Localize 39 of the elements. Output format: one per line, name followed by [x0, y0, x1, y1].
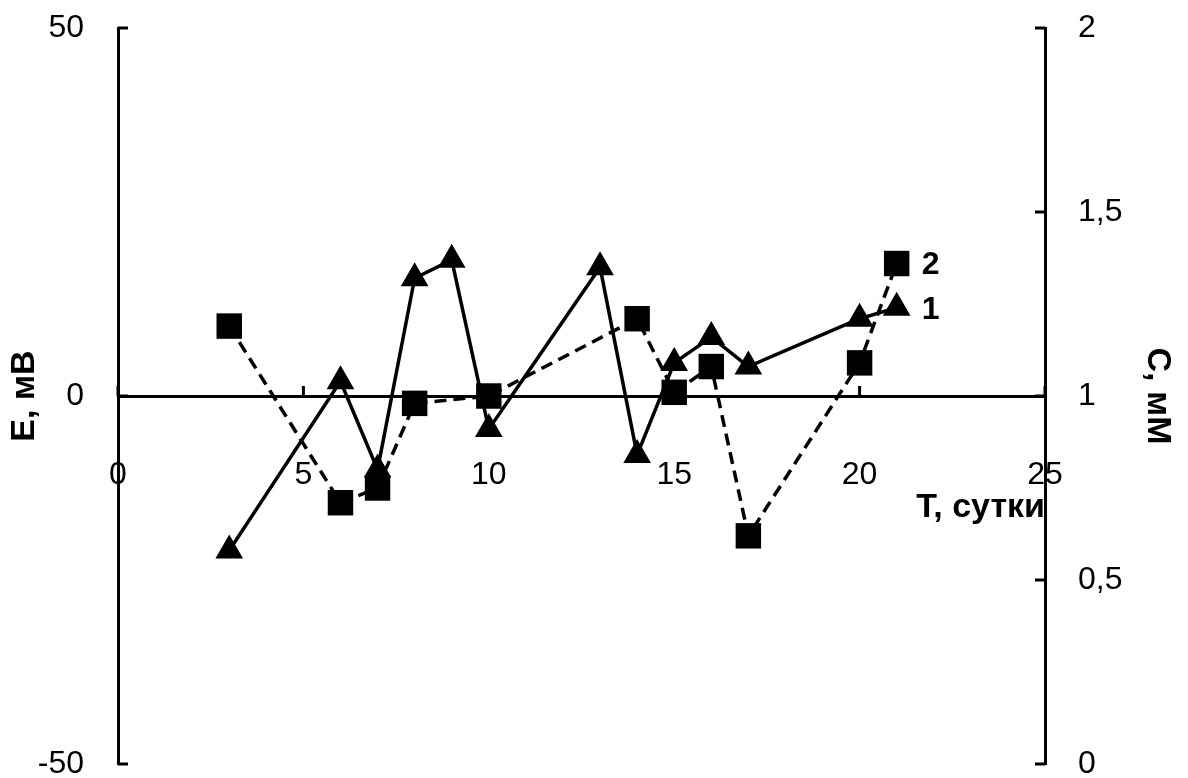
point	[363, 453, 392, 478]
point	[215, 534, 244, 559]
y-tick-label: 0	[66, 375, 84, 412]
point	[474, 413, 503, 438]
point	[660, 346, 689, 371]
y2-axis-title: C, мМ	[1141, 347, 1180, 445]
point	[697, 321, 726, 346]
point	[437, 243, 466, 268]
y2-tick-label: 0	[1078, 743, 1096, 778]
point	[327, 489, 354, 516]
y2-tick-label: 1	[1078, 375, 1096, 412]
point	[734, 350, 763, 375]
point	[735, 523, 762, 549]
y2-tick-label: 0,5	[1078, 559, 1123, 596]
point	[624, 305, 650, 332]
point	[326, 365, 355, 390]
series-label: 2	[921, 245, 940, 282]
point	[401, 390, 428, 417]
point	[846, 350, 873, 376]
point	[883, 250, 910, 277]
point	[216, 313, 242, 339]
point	[400, 262, 429, 287]
x-tick-label: 10	[471, 455, 507, 492]
y-axis-title: E, мВ	[2, 350, 41, 442]
x-tick-label: 5	[294, 455, 313, 492]
point	[623, 438, 651, 463]
point	[661, 379, 687, 406]
point	[845, 302, 874, 327]
point	[882, 291, 911, 316]
x-tick-label: 15	[656, 455, 692, 492]
x-tick-label: 20	[841, 455, 878, 492]
x-axis-title: T, сутки	[916, 485, 1045, 524]
y-tick-label: -50	[37, 743, 84, 778]
y2-tick-label: 1,5	[1078, 191, 1123, 228]
point	[586, 251, 614, 276]
point	[698, 353, 725, 380]
series-label: 1	[921, 289, 940, 326]
y2-tick-label: 2	[1078, 7, 1096, 44]
y-tick-label: 50	[48, 7, 84, 44]
